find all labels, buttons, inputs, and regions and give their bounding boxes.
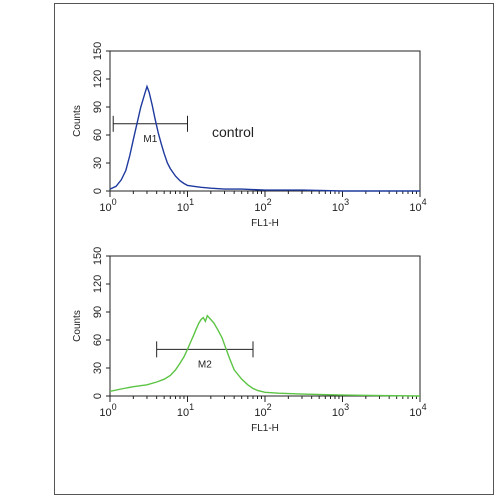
x-tick-label: 102 xyxy=(254,197,271,214)
y-tick-label: 0 xyxy=(92,393,104,399)
y-tick-label: 0 xyxy=(92,188,104,194)
x-axis-title-1: FL1-H xyxy=(251,218,279,229)
y-tick-label: 60 xyxy=(92,334,104,346)
gate-label: M2 xyxy=(198,359,212,370)
x-tick-label: 102 xyxy=(254,402,271,419)
x-tick-label: 103 xyxy=(332,402,349,419)
x-tick-label: 100 xyxy=(99,197,116,214)
tick-group-2: 0 30 60 90 120 150 100 101 102 103 104 xyxy=(92,247,427,419)
gate-label: M1 xyxy=(143,134,157,145)
x-tick-label: 100 xyxy=(99,402,116,419)
y-axis-title-2: Counts xyxy=(72,310,83,342)
x-tick-label: 104 xyxy=(409,197,426,214)
x-tick-label: 103 xyxy=(332,197,349,214)
plot-area-2 xyxy=(109,255,421,397)
y-tick-label: 120 xyxy=(92,275,104,293)
y-tick-label: 120 xyxy=(92,70,104,88)
gate-m1: M1 xyxy=(112,115,188,145)
y-axis-title-1: Counts xyxy=(72,105,83,137)
plot-area-1 xyxy=(109,50,421,192)
y-tick-label: 60 xyxy=(92,129,104,141)
y-tick-label: 30 xyxy=(92,157,104,169)
sample-histogram-line xyxy=(109,314,421,397)
y-tick-label: 150 xyxy=(92,42,104,60)
figure-frame xyxy=(54,3,494,495)
y-tick-label: 150 xyxy=(92,247,104,265)
control-annotation: control xyxy=(212,124,254,140)
y-tick-label: 90 xyxy=(92,306,104,318)
gate-m2: M2 xyxy=(156,341,254,370)
panel-sample: Counts FL1-H 0 30 60 90 120 150 100 101 102 103 10… xyxy=(72,247,427,434)
control-histogram-line xyxy=(109,84,420,192)
x-tick-label: 104 xyxy=(409,402,426,419)
panel-control: Counts FL1-H control 0 30 60 90 120 150 100 101… xyxy=(72,42,427,229)
x-axis-title-2: FL1-H xyxy=(251,423,279,434)
x-tick-label: 101 xyxy=(177,197,194,214)
tick-group-1: 0 30 60 90 120 150 100 101 102 103 104 xyxy=(92,42,427,214)
x-tick-label: 101 xyxy=(177,402,194,419)
y-tick-label: 30 xyxy=(92,362,104,374)
y-tick-label: 90 xyxy=(92,101,104,113)
